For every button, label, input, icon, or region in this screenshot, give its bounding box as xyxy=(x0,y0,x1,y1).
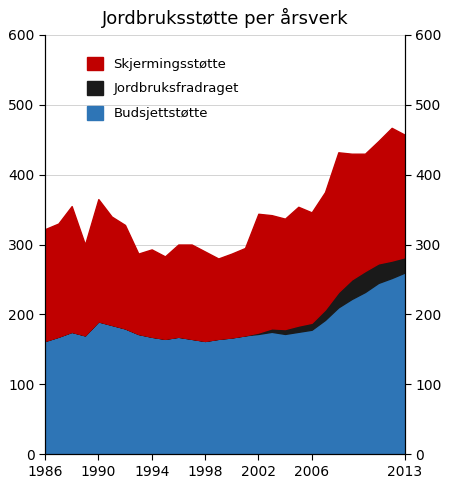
Title: Jordbruksstøtte per årsverk: Jordbruksstøtte per årsverk xyxy=(102,8,348,28)
Legend: Skjermingsstøtte, Jordbruksfradraget, Budsjettstøtte: Skjermingsstøtte, Jordbruksfradraget, Bu… xyxy=(81,50,245,127)
